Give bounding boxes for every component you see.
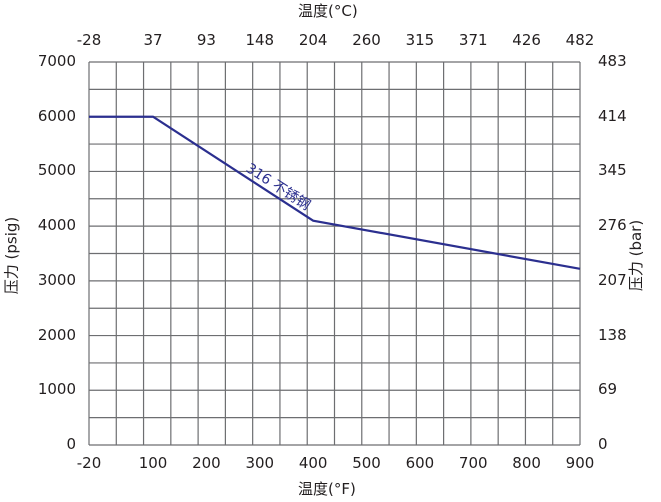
x-tick-label: 300	[245, 454, 275, 472]
y2-axis-title: 压力 (bar)	[627, 219, 646, 292]
x2-tick-label: 371	[458, 31, 488, 49]
x-tick-label: 200	[192, 454, 221, 472]
x2-tick-label: 204	[298, 31, 328, 49]
y-tick-label: 2000	[37, 325, 76, 344]
x2-tick-label: -28	[76, 31, 102, 49]
y-tick-label: 6000	[37, 106, 76, 125]
x2-tick-label: 315	[405, 31, 435, 49]
x-tick-label: 700	[458, 454, 488, 472]
x2-tick-label: 482	[565, 31, 595, 49]
y2-tick-label: 138	[598, 325, 627, 344]
x-tick-label: 900	[565, 454, 595, 472]
y-tick-label: 5000	[37, 161, 76, 180]
y2-tick-label: 414	[598, 106, 627, 125]
y2-tick-label: 207	[598, 270, 627, 289]
y-tick-label: 1000	[37, 380, 76, 399]
series-label: 316 不锈钢	[243, 161, 313, 214]
y-tick-label: 0	[66, 435, 76, 453]
x-tick-label: 600	[405, 454, 435, 472]
y2-tick-label: 276	[598, 216, 627, 235]
x-tick-label: 800	[512, 454, 541, 472]
y2-tick-label: 345	[598, 161, 627, 180]
y2-tick-label: 69	[598, 380, 618, 399]
series-line	[89, 115, 581, 270]
x2-tick-label: 37	[143, 31, 163, 49]
x-tick-label: -20	[76, 454, 102, 472]
x2-tick-label: 260	[352, 31, 381, 49]
x2-tick-label: 93	[196, 31, 216, 49]
y-tick-label: 7000	[37, 52, 76, 70]
y-tick-label: 3000	[37, 270, 76, 289]
x2-axis-title: 温度(°C)	[298, 2, 358, 20]
x-tick-label: 500	[352, 454, 381, 472]
y2-tick-label: 483	[598, 52, 627, 70]
x-tick-label: 100	[138, 454, 168, 472]
y2-tick-label: 0	[598, 435, 608, 453]
x2-tick-label: 426	[512, 31, 541, 49]
x-tick-label: 400	[298, 454, 328, 472]
x-axis-title: 温度(°F)	[298, 480, 356, 498]
y-tick-label: 4000	[37, 216, 76, 235]
x2-tick-label: 148	[245, 31, 275, 49]
